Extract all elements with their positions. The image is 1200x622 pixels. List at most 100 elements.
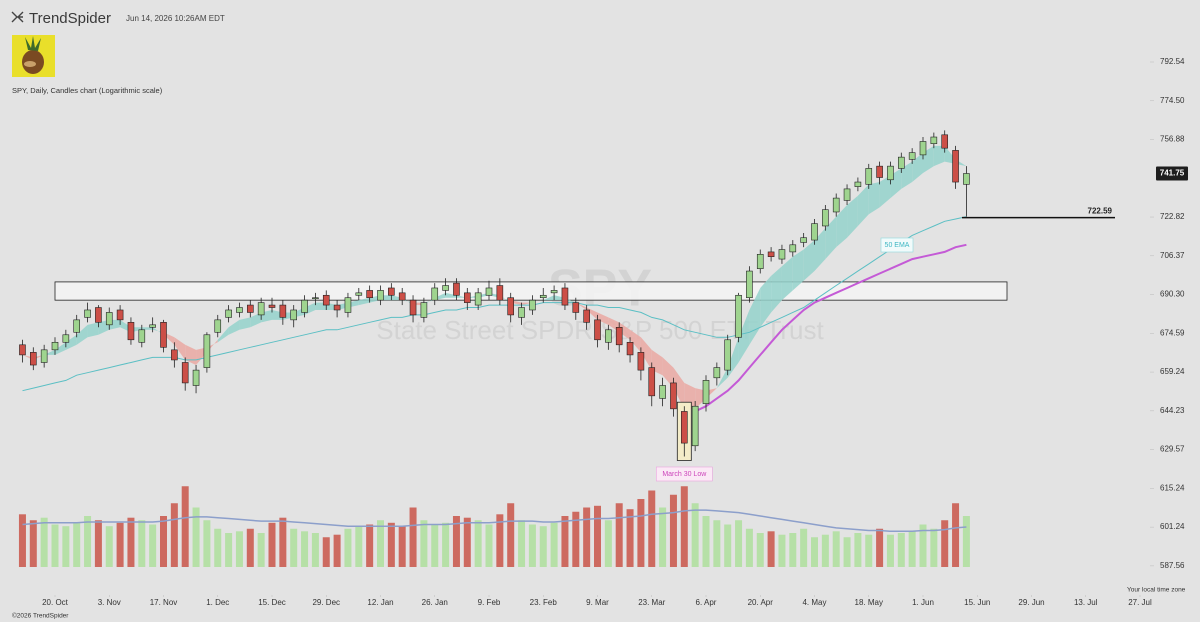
volume-bar <box>756 533 764 567</box>
ribbon-fill <box>847 195 858 238</box>
ribbon-fill <box>597 312 609 325</box>
volume-bar <box>40 517 48 567</box>
candle-body <box>539 294 547 299</box>
ribbon-fill <box>912 152 923 183</box>
candle-body <box>746 270 753 299</box>
candle-body <box>691 405 699 447</box>
candle-body <box>105 312 113 326</box>
candle-body <box>865 168 873 185</box>
candle-body <box>453 282 460 296</box>
volume-bar <box>800 528 808 567</box>
zone <box>54 281 1008 301</box>
volume-bar <box>333 534 341 567</box>
candle-body <box>19 344 26 356</box>
x-tick-label: 3. Nov <box>98 598 121 607</box>
candle-body <box>268 304 276 308</box>
volume-bar <box>561 516 569 567</box>
ribbon-fill <box>55 342 66 355</box>
ribbon-fill <box>630 329 641 353</box>
candle-body <box>811 223 818 241</box>
volume-bar <box>73 522 81 567</box>
candle-body <box>583 309 590 323</box>
candle-body <box>236 307 243 313</box>
volume-bar <box>344 528 352 567</box>
x-tick-label: 27. Jul <box>1128 598 1152 607</box>
volume-bar <box>637 499 645 567</box>
volume-bar <box>908 531 916 567</box>
y-tick-label: 690.30 <box>1160 290 1185 299</box>
y-tick-label: 587.56 <box>1160 561 1185 570</box>
candle-body <box>941 134 949 149</box>
candle-body <box>756 254 764 269</box>
x-tick-label: 29. Jun <box>1018 598 1044 607</box>
volume-bar <box>181 486 189 567</box>
candle-body <box>561 287 569 306</box>
volume-bar <box>431 524 439 567</box>
candle-body <box>377 290 384 301</box>
volume-bar <box>941 520 949 567</box>
candle-body <box>735 294 742 338</box>
candle-body <box>388 287 395 296</box>
brand: TrendSpider <box>29 10 111 27</box>
volume-bar <box>550 522 558 567</box>
volume-bar <box>832 531 840 567</box>
ribbon-fill <box>771 266 782 313</box>
candle-body <box>127 322 135 341</box>
y-tick-label: 706.37 <box>1160 251 1185 260</box>
candle-body <box>214 319 222 333</box>
x-tick-label: 23. Feb <box>530 598 558 607</box>
candle-body <box>290 309 298 321</box>
volume-bar <box>680 486 688 567</box>
volume-bar <box>279 517 287 567</box>
x-tick-label: 23. Mar <box>638 598 665 607</box>
avatar <box>12 35 55 77</box>
candle-body <box>73 319 80 333</box>
volume-bar <box>149 524 157 567</box>
candle-body <box>84 309 91 318</box>
candle-body <box>463 292 471 303</box>
ribbon-fill <box>640 337 652 371</box>
volume-bar <box>62 526 70 567</box>
candle-body <box>572 302 580 313</box>
candle-body <box>257 302 265 316</box>
x-tick-label: 9. Feb <box>478 598 501 607</box>
volume-bar <box>778 534 786 567</box>
ribbon-fill <box>879 175 891 208</box>
candle-body <box>322 294 330 306</box>
ema-label: 50 EMA <box>885 242 910 249</box>
candle-body <box>138 329 146 343</box>
volume-bar <box>94 520 102 567</box>
ribbon-fill <box>228 319 240 335</box>
volume-bar <box>387 522 395 567</box>
x-tick-label: 20. Oct <box>42 598 69 607</box>
volume-bar <box>138 520 146 567</box>
volume-bar <box>811 537 818 567</box>
ribbon-fill <box>738 309 750 363</box>
volume-bar <box>235 531 243 567</box>
candle-body <box>333 304 341 311</box>
y-tick-label: 756.88 <box>1160 135 1185 144</box>
volume-bar <box>105 526 113 567</box>
volume-bar <box>18 514 26 567</box>
x-tick-label: 9. Mar <box>586 598 609 607</box>
volume-bar <box>170 503 178 567</box>
candle-body <box>62 334 70 343</box>
ribbon-fill <box>662 357 674 389</box>
candle-body <box>789 244 797 253</box>
candle-body <box>474 292 482 306</box>
candle-body <box>615 327 623 346</box>
ribbon-fill <box>955 159 967 167</box>
candle-body <box>225 309 232 318</box>
volume-bar <box>301 531 309 567</box>
candle-body <box>605 329 612 343</box>
candle-body <box>822 209 829 227</box>
copyright: ©2026 TrendSpider <box>12 612 69 620</box>
volume-bar <box>594 505 601 567</box>
x-tick-label: 4. May <box>802 598 826 607</box>
y-tick-label: 722.82 <box>1160 212 1185 221</box>
volume-bar <box>897 533 905 567</box>
volume-bar <box>203 520 211 567</box>
volume-bar <box>572 511 580 567</box>
time-zone-note: Your local time zone <box>1127 587 1186 594</box>
